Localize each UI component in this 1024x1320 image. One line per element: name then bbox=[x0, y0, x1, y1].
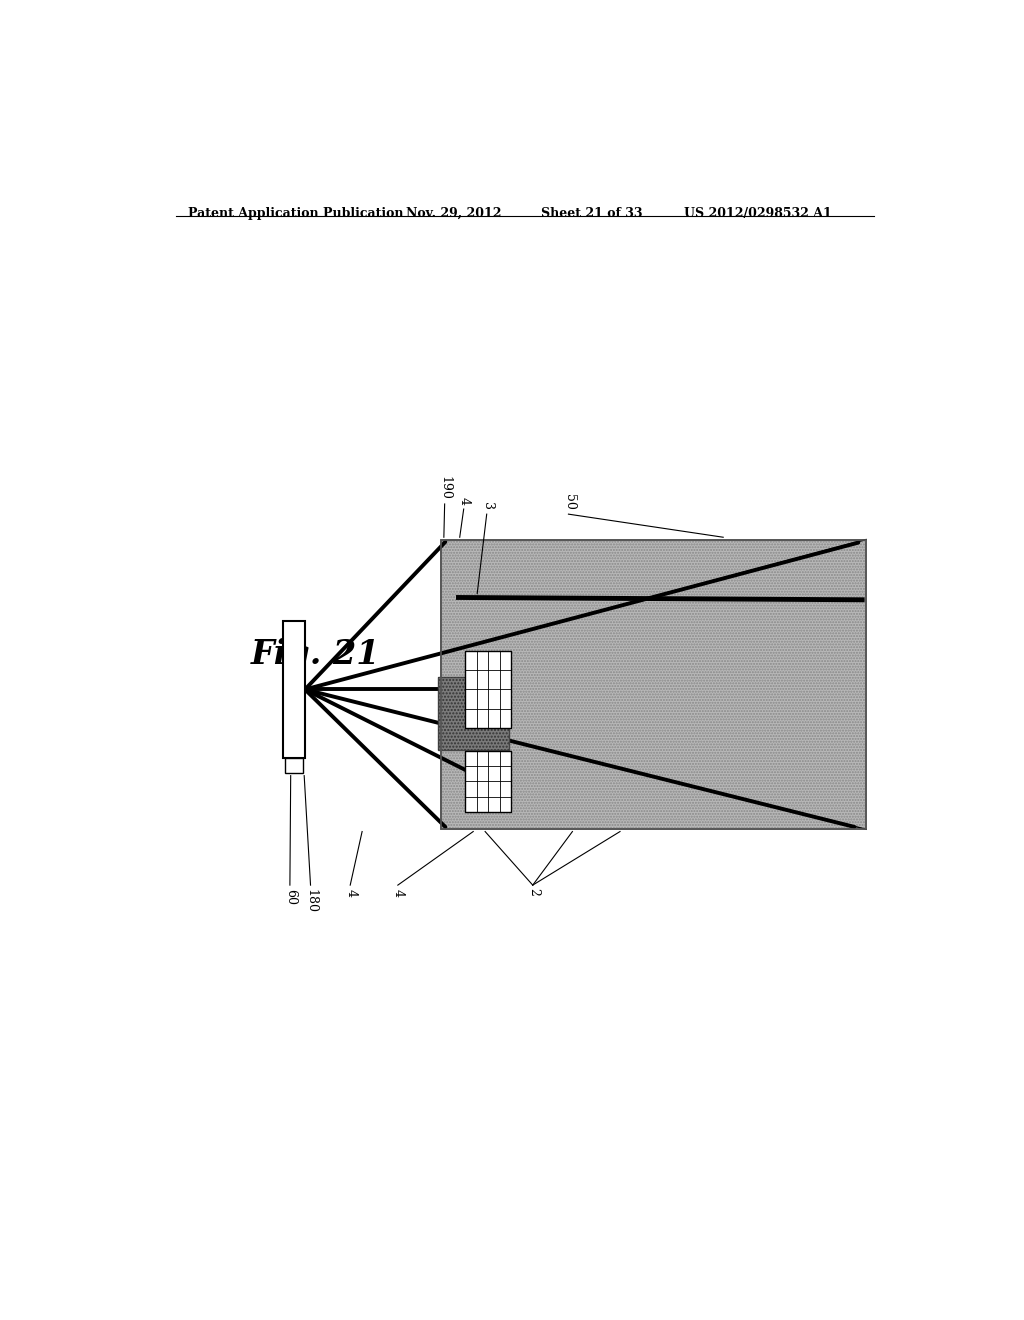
Bar bbox=[441, 540, 866, 829]
Bar bbox=[465, 751, 511, 812]
Text: 4: 4 bbox=[344, 888, 357, 898]
Bar bbox=[465, 651, 511, 727]
Text: 2: 2 bbox=[527, 888, 540, 896]
Bar bbox=[285, 758, 303, 774]
Text: 4: 4 bbox=[392, 888, 406, 898]
Bar bbox=[441, 540, 866, 829]
Bar bbox=[441, 540, 866, 829]
Text: 60: 60 bbox=[285, 888, 297, 906]
Text: Sheet 21 of 33: Sheet 21 of 33 bbox=[541, 207, 642, 220]
Text: Nov. 29, 2012: Nov. 29, 2012 bbox=[406, 207, 502, 220]
Bar bbox=[437, 677, 509, 750]
Text: 4: 4 bbox=[458, 498, 471, 506]
Text: Patent Application Publication: Patent Application Publication bbox=[187, 207, 403, 220]
Text: 190: 190 bbox=[439, 477, 452, 500]
Text: US 2012/0298532 A1: US 2012/0298532 A1 bbox=[684, 207, 831, 220]
Text: Fig. 21: Fig. 21 bbox=[251, 638, 381, 671]
Bar bbox=[283, 620, 305, 758]
Text: 180: 180 bbox=[305, 888, 317, 913]
Bar bbox=[437, 677, 509, 750]
Text: 3: 3 bbox=[481, 503, 494, 511]
Text: 50: 50 bbox=[563, 495, 575, 511]
